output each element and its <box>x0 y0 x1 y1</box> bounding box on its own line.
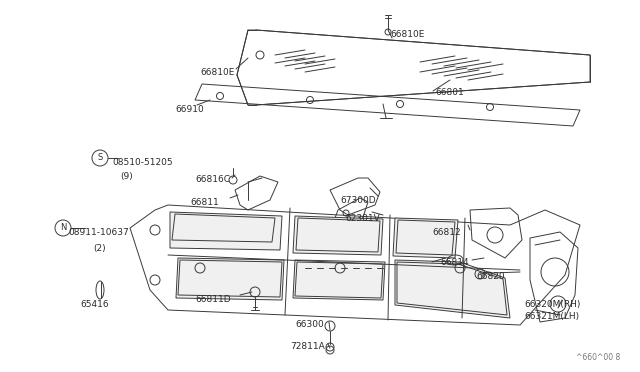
Text: 66816C: 66816C <box>195 175 230 184</box>
Text: (2): (2) <box>93 244 106 253</box>
Polygon shape <box>170 212 282 250</box>
Text: 66811: 66811 <box>190 198 219 207</box>
Text: 66810E: 66810E <box>200 68 234 77</box>
Text: S: S <box>97 154 102 163</box>
Text: 66811D: 66811D <box>195 295 230 304</box>
Text: (9): (9) <box>120 172 132 181</box>
Text: 65416: 65416 <box>80 300 109 309</box>
Text: 08510-51205: 08510-51205 <box>112 158 173 167</box>
Text: 66810E: 66810E <box>390 30 424 39</box>
Text: 66814: 66814 <box>440 258 468 267</box>
Text: 08911-10637: 08911-10637 <box>68 228 129 237</box>
Text: 66812: 66812 <box>432 228 461 237</box>
Text: 66300: 66300 <box>295 320 324 329</box>
Text: ^660^00 8: ^660^00 8 <box>576 353 620 362</box>
Polygon shape <box>393 218 458 258</box>
Text: 72811A: 72811A <box>290 342 324 351</box>
Text: 66801: 66801 <box>435 88 464 97</box>
Text: 66820: 66820 <box>476 272 504 281</box>
Polygon shape <box>293 260 385 300</box>
Polygon shape <box>293 216 383 255</box>
Polygon shape <box>395 260 510 318</box>
Text: 66910: 66910 <box>175 105 204 114</box>
Text: 67300D: 67300D <box>340 196 376 205</box>
Text: 66320M(RH): 66320M(RH) <box>524 300 580 309</box>
Text: N: N <box>60 224 66 232</box>
Text: 62301V: 62301V <box>345 214 380 223</box>
Text: 66321M(LH): 66321M(LH) <box>524 312 579 321</box>
Polygon shape <box>176 258 284 300</box>
